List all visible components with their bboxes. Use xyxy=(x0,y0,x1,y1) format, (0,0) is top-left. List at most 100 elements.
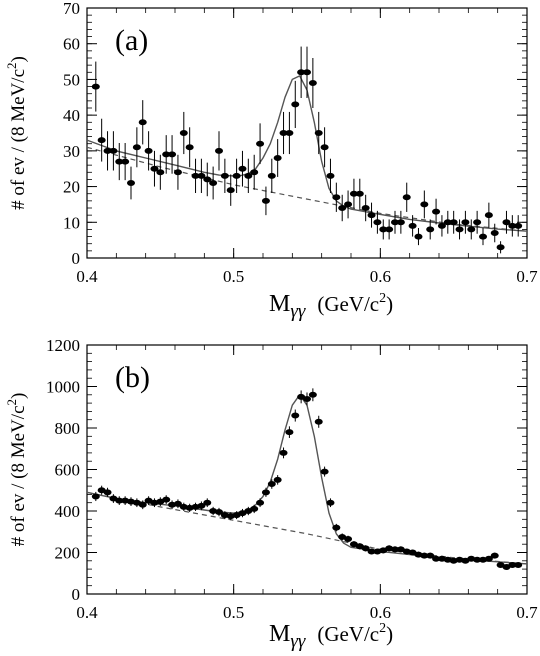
background-fit-line xyxy=(86,491,528,565)
data-point xyxy=(273,476,282,483)
data-point xyxy=(496,244,505,251)
data-point xyxy=(238,165,247,172)
data-point xyxy=(303,69,311,76)
y-axis-label: # of ev / (8 MeV/c2) xyxy=(4,56,29,210)
data-point xyxy=(391,219,399,226)
data-point xyxy=(314,130,323,136)
data-point xyxy=(467,226,476,233)
data-point xyxy=(197,172,206,179)
data-point xyxy=(344,201,353,208)
data-point xyxy=(514,222,523,229)
data-point xyxy=(291,412,300,419)
total-fit-line xyxy=(86,75,528,232)
data-point xyxy=(473,219,482,226)
data-point xyxy=(103,489,112,496)
data-point xyxy=(127,180,135,186)
data-point xyxy=(267,172,276,179)
data-point xyxy=(379,226,388,233)
data-point xyxy=(514,561,523,568)
major-ticks xyxy=(86,7,528,259)
data-point xyxy=(256,140,265,147)
data-point xyxy=(396,219,405,226)
data-point xyxy=(391,546,399,553)
data-point xyxy=(479,233,487,240)
data-point xyxy=(209,180,218,186)
y-tick-label: 200 xyxy=(55,544,81,563)
x-tick-label: 0.7 xyxy=(516,603,538,622)
data-point xyxy=(162,496,171,503)
data-point xyxy=(344,536,353,543)
data-point xyxy=(326,499,335,506)
data-point xyxy=(449,219,458,226)
data-points xyxy=(91,46,523,254)
x-tick-label: 0.4 xyxy=(76,603,98,622)
data-point xyxy=(132,144,141,151)
data-point xyxy=(256,499,265,506)
data-point xyxy=(461,219,470,226)
data-point xyxy=(432,208,441,215)
y-tick-label: 50 xyxy=(63,70,80,89)
y-tick-label: 800 xyxy=(55,419,81,438)
chart-panel-a: 0.4 0.5 0.6 0.7 0 10 20 30 40 50 60 70 (a) Mγγ (GeV/c2… xyxy=(4,0,538,322)
data-point xyxy=(215,147,223,154)
data-point xyxy=(508,222,517,229)
x-tick-label: 0.4 xyxy=(76,267,98,286)
data-point xyxy=(261,197,270,204)
data-point xyxy=(250,169,259,176)
data-point xyxy=(173,500,182,507)
data-point xyxy=(367,548,376,555)
data-point xyxy=(279,130,288,136)
data-point xyxy=(91,83,100,90)
data-point xyxy=(144,147,153,154)
y-tick-label: 1000 xyxy=(46,378,80,397)
y-tick-label: 40 xyxy=(63,106,80,125)
data-point xyxy=(226,187,235,194)
data-point xyxy=(373,219,382,226)
data-point xyxy=(455,226,464,233)
y-tick-label: 10 xyxy=(63,213,80,232)
y-tick-label: 600 xyxy=(55,461,81,480)
data-point xyxy=(203,176,212,183)
data-point xyxy=(297,69,306,76)
data-point xyxy=(191,172,200,179)
data-point xyxy=(408,222,417,229)
data-point xyxy=(332,194,341,201)
data-point xyxy=(261,489,270,496)
data-point xyxy=(156,169,165,176)
data-point xyxy=(308,391,317,398)
data-point xyxy=(308,80,317,86)
data-point xyxy=(437,222,446,229)
data-point xyxy=(349,190,358,197)
y-tick-label: 1200 xyxy=(46,336,80,355)
data-point xyxy=(203,499,212,506)
data-point xyxy=(402,194,411,201)
y-axis-label: # of ev / (8 MeV/c2) xyxy=(4,393,29,547)
data-point xyxy=(285,130,294,136)
data-point xyxy=(115,497,124,504)
data-point xyxy=(443,219,452,226)
data-point xyxy=(109,147,118,154)
panel-label: (b) xyxy=(115,361,150,394)
data-point xyxy=(502,219,511,226)
data-point xyxy=(244,172,253,179)
data-point xyxy=(432,555,441,562)
data-point xyxy=(138,119,147,126)
data-point xyxy=(367,212,376,219)
y-tick-label: 30 xyxy=(63,142,80,161)
data-point xyxy=(291,101,300,108)
data-point xyxy=(91,493,100,500)
data-point xyxy=(426,552,435,559)
plot-frame xyxy=(86,7,528,259)
data-point xyxy=(267,481,276,488)
data-point xyxy=(414,233,423,240)
data-point xyxy=(185,144,194,151)
data-point xyxy=(285,429,294,436)
x-tick-label: 0.6 xyxy=(370,267,391,286)
panel-label: (a) xyxy=(115,24,148,57)
data-point xyxy=(303,395,311,402)
data-point xyxy=(420,201,429,208)
data-point xyxy=(215,509,223,516)
data-point xyxy=(162,151,171,158)
